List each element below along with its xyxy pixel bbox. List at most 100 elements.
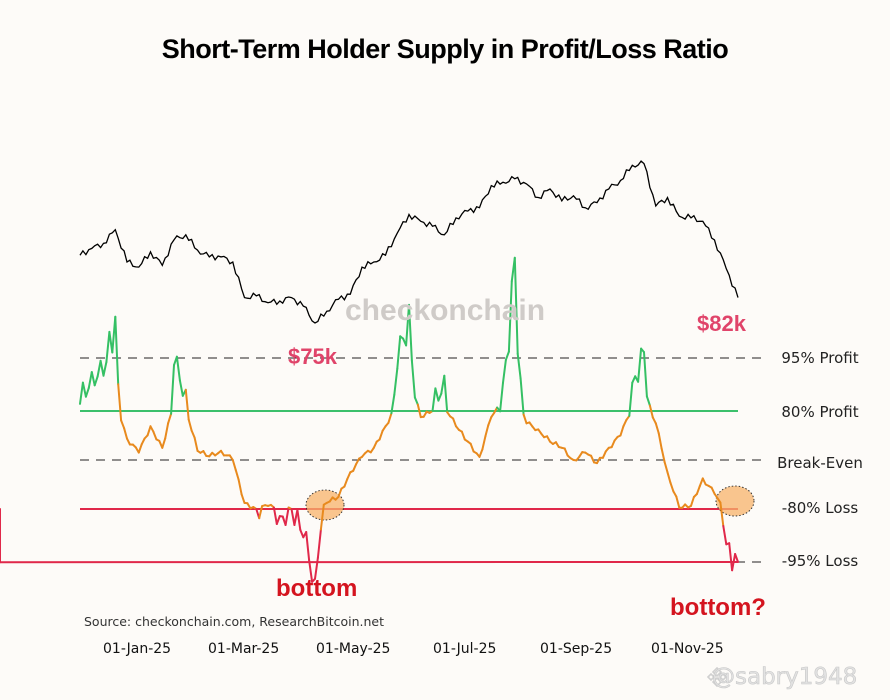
- ratio-line-segment: [481, 435, 487, 451]
- annotation-bottom-question: bottom?: [670, 594, 766, 621]
- annotation-bottom: bottom: [276, 575, 358, 602]
- ratio-line-segment: [484, 424, 490, 438]
- ratio-line-segment: [504, 350, 510, 361]
- ratio-line-segment: [690, 496, 695, 507]
- ratio-line-segment: [149, 425, 155, 433]
- ratio-line-segment: [657, 432, 663, 450]
- ratio-line-segment: [654, 422, 660, 435]
- ratio-line-segment: [645, 395, 651, 407]
- ratio-line-segment: [628, 381, 634, 417]
- ratio-line-segment: [79, 381, 84, 405]
- ratio-line-segment: [161, 437, 167, 449]
- ratio-line-segment: [478, 448, 484, 458]
- ratio-line-segment: [355, 457, 361, 466]
- ratio-line-segment: [240, 493, 246, 504]
- ratio-line-segment: [722, 525, 728, 546]
- ratio-line-segment: [81, 381, 87, 398]
- ratio-line-segment: [190, 429, 196, 439]
- ratio-line-segment: [184, 388, 190, 421]
- x-tick-label: 01-Sep-25: [540, 641, 613, 657]
- ratio-line-segment: [601, 450, 607, 459]
- x-tick-label: 01-Mar-25: [208, 641, 280, 657]
- ratio-line-segment: [487, 416, 493, 427]
- ratio-line-segment: [701, 477, 707, 486]
- ratio-line-segment: [719, 501, 725, 527]
- x-tick-label: 01-Jul-25: [433, 641, 497, 657]
- ratio-line-segment: [305, 531, 311, 562]
- ratio-line-segment: [84, 386, 90, 398]
- x-tick-label: 01-May-25: [316, 641, 391, 657]
- watermark: checkonchain: [345, 294, 546, 327]
- ratio-line-segment: [502, 358, 507, 384]
- ratio-line-segment: [170, 364, 175, 415]
- ratio-line-segment: [666, 471, 672, 484]
- ratio-line-segment: [296, 508, 302, 531]
- ratio-line-segment: [437, 392, 443, 402]
- level-label-95-profit: 95% Profit: [781, 349, 859, 367]
- ratio-line-segment: [105, 330, 111, 363]
- ratio-line-segment: [469, 442, 475, 453]
- ratio-line-segment: [516, 352, 522, 380]
- ratio-line-segment: [343, 478, 349, 488]
- level-label-80-profit: 80% Profit: [781, 403, 859, 421]
- level-label-80-loss: -80% Loss: [781, 499, 859, 517]
- ratio-line-segment: [387, 412, 393, 424]
- ratio-line-segment: [137, 443, 143, 454]
- x-tick-label: 01-Jan-25: [103, 641, 172, 657]
- ratio-line-segment: [519, 377, 525, 416]
- ratio-line-segment: [396, 335, 402, 370]
- ratio-line-segment: [319, 503, 325, 531]
- ratio-line-segment: [660, 447, 666, 463]
- ratio-line-segment: [114, 315, 120, 386]
- ratio-line-segment: [87, 371, 93, 389]
- ratio-line-segment: [275, 515, 281, 525]
- ratio-line-segment: [308, 559, 314, 583]
- chart-title: Short-Term Holder Supply in Profit/Loss …: [161, 34, 729, 64]
- ratio-line-segment: [637, 347, 643, 383]
- ratio-line-segment: [698, 477, 704, 488]
- ratio-line-segment: [390, 393, 396, 415]
- ratio-line-segment: [710, 486, 716, 495]
- ratio-line-segment: [460, 430, 466, 441]
- ratio-line-segment: [563, 447, 569, 457]
- ratio-line-segment: [651, 416, 657, 425]
- ratio-line-segment: [416, 403, 422, 419]
- price-line: [79, 160, 739, 324]
- ratio-line-segment: [378, 429, 384, 441]
- ratio-line-segment: [408, 303, 413, 362]
- ratio-line-segment: [193, 436, 199, 452]
- ratio-line-segment: [643, 351, 648, 398]
- ratio-line-segment: [178, 379, 184, 397]
- ratio-line-segment: [231, 459, 237, 471]
- ratio-line-segment: [234, 468, 240, 481]
- ratio-line-segment: [123, 427, 128, 440]
- ratio-line-segment: [140, 437, 146, 446]
- ratio-line-segment: [146, 425, 152, 437]
- ratio-line-segment: [669, 481, 675, 493]
- ratio-line-segment: [434, 387, 440, 402]
- ratio-line-segment: [120, 419, 126, 430]
- ratio-line-segment: [507, 280, 513, 353]
- ratio-line-segment: [272, 506, 278, 525]
- ratio-line-segment: [590, 454, 596, 464]
- ratio-line-segment: [175, 355, 181, 382]
- ratio-line-segment: [372, 440, 378, 449]
- x-tick-label: 01-Nov-25: [651, 641, 724, 657]
- annotation-price-75k: $75k: [288, 344, 337, 369]
- highlight-circle-bottom-question: [715, 485, 755, 517]
- source-note: Source: checkonchain.com, ResearchBitcoi…: [84, 614, 384, 629]
- ratio-line-segment: [443, 374, 449, 414]
- ratio-line-segment: [117, 383, 123, 422]
- ratio-line-segment: [90, 371, 96, 387]
- ratio-line-segment: [352, 463, 358, 472]
- binance-logo-icon: [706, 666, 728, 688]
- ratio-line-segment: [152, 430, 158, 441]
- level-label-95-loss: -95% Loss: [781, 552, 859, 570]
- author-credit: @sabry1948: [712, 664, 858, 691]
- annotation-price-82k: $82k: [697, 311, 746, 336]
- ratio-line-segment: [410, 359, 416, 399]
- ratio-line-segment: [499, 381, 504, 413]
- ratio-line-segment: [413, 396, 419, 406]
- ratio-line-segment: [648, 404, 654, 419]
